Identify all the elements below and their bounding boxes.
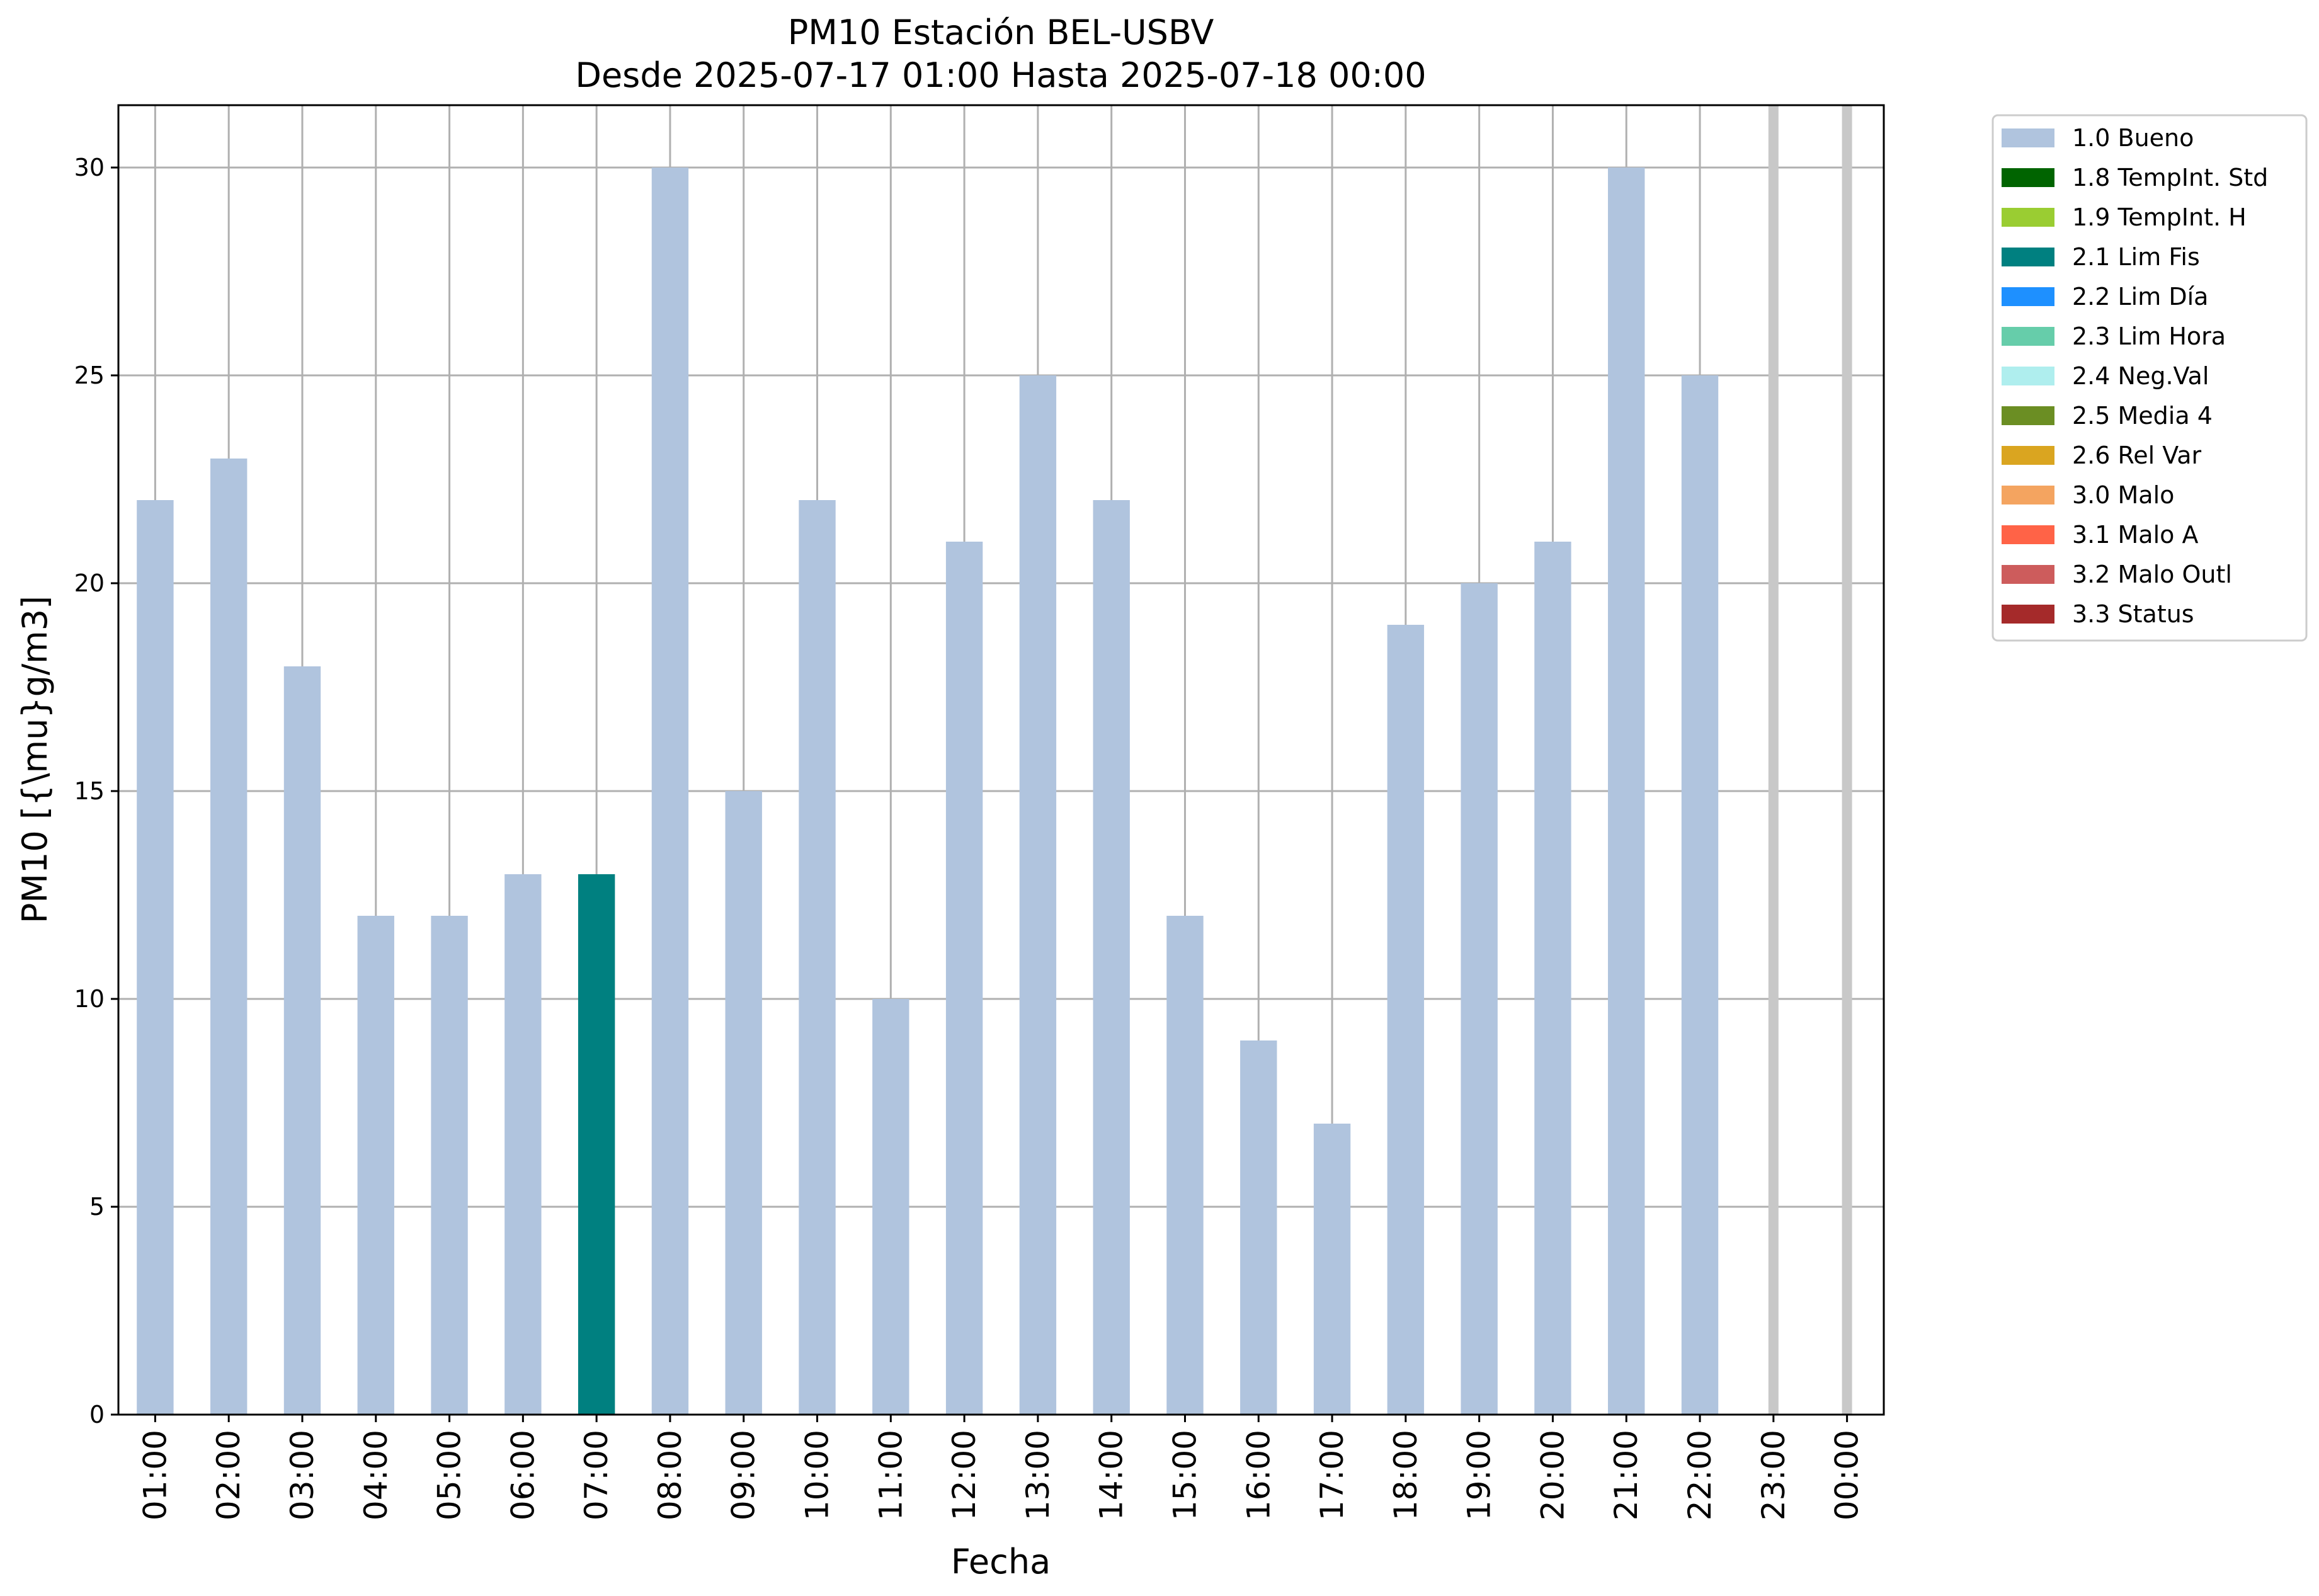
legend-label: 2.3 Lim Hora — [2072, 322, 2226, 350]
bar — [1313, 1124, 1351, 1415]
x-tick-label: 23:00 — [1755, 1430, 1792, 1520]
chart-subtitle: Desde 2025-07-17 01:00 Hasta 2025-07-18 … — [575, 55, 1426, 95]
legend-swatch — [2002, 168, 2054, 187]
x-tick-label: 07:00 — [578, 1430, 615, 1520]
chart-title: PM10 Estación BEL-USBV — [788, 13, 1214, 52]
x-tick-label: 01:00 — [137, 1430, 173, 1520]
legend-label: 3.0 Malo — [2072, 481, 2174, 509]
bar — [504, 874, 542, 1415]
legend-box — [1991, 114, 2308, 642]
bar — [799, 500, 836, 1415]
legend: 1.0 Bueno 1.8 TempInt. Std 1.9 TempInt. H 2… — [1991, 114, 2308, 642]
missing-data-marker — [1768, 105, 1779, 1415]
x-axis-label: Fecha — [951, 1542, 1051, 1582]
bar — [431, 916, 468, 1415]
bar — [357, 916, 394, 1415]
legend-label: 3.2 Malo Outl — [2072, 561, 2232, 588]
x-tick-label: 18:00 — [1387, 1430, 1424, 1520]
legend-label: 3.1 Malo A — [2072, 521, 2198, 549]
x-tick-label: 09:00 — [726, 1430, 762, 1520]
bar — [137, 500, 174, 1415]
legend-label: 2.2 Lim Día — [2072, 283, 2208, 311]
legend-swatch — [2002, 486, 2054, 504]
bar — [1681, 375, 1719, 1415]
bar — [1387, 625, 1425, 1415]
legend-swatch — [2002, 327, 2054, 346]
legend-swatch — [2002, 446, 2054, 465]
y-tick-label: 10 — [74, 985, 105, 1013]
legend-items: 1.0 Bueno 1.8 TempInt. Std 1.9 TempInt. H 2… — [2002, 124, 2268, 628]
y-tick-label: 25 — [74, 362, 105, 389]
x-tick-label: 06:00 — [504, 1430, 541, 1520]
x-tick-label: 05:00 — [431, 1430, 468, 1520]
bar — [872, 999, 909, 1415]
legend-label: 1.0 Bueno — [2072, 124, 2194, 152]
x-tick-label: 21:00 — [1608, 1430, 1644, 1520]
x-tick-label: 02:00 — [210, 1430, 247, 1520]
y-tick-label: 5 — [89, 1193, 105, 1221]
bar — [1019, 375, 1057, 1415]
x-tick-label: 19:00 — [1461, 1430, 1498, 1520]
bar — [283, 666, 321, 1415]
bar — [1461, 583, 1498, 1415]
x-axis-ticks: 01:00 02:00 03:00 04:00 05:00 06:00 07:00 08:00… — [137, 1415, 1866, 1520]
legend-label: 1.9 TempInt. H — [2072, 203, 2247, 231]
bar — [945, 542, 983, 1415]
y-tick-label: 20 — [74, 569, 105, 597]
y-tick-label: 30 — [74, 154, 105, 181]
legend-label: 2.4 Neg.Val — [2072, 362, 2209, 390]
bar — [1240, 1040, 1277, 1415]
legend-swatch — [2002, 525, 2054, 544]
legend-swatch — [2002, 605, 2054, 624]
bar — [210, 459, 248, 1415]
x-tick-label: 14:00 — [1093, 1430, 1130, 1520]
legend-swatch — [2002, 367, 2054, 385]
bar — [725, 791, 762, 1415]
missing-data-marker — [1842, 105, 1852, 1415]
legend-swatch — [2002, 248, 2054, 266]
x-tick-label: 08:00 — [652, 1430, 688, 1520]
x-tick-label: 10:00 — [799, 1430, 836, 1520]
x-tick-label: 22:00 — [1682, 1430, 1718, 1520]
y-axis-label: PM10 [{\mu}g/m3] — [15, 596, 55, 923]
plot-frame — [117, 104, 1885, 1416]
legend-swatch — [2002, 287, 2054, 306]
x-tick-label: 03:00 — [284, 1430, 321, 1520]
bars — [137, 105, 1852, 1415]
y-tick-label: 0 — [89, 1401, 105, 1428]
bar — [578, 874, 615, 1415]
legend-label: 2.5 Media 4 — [2072, 402, 2213, 430]
legend-label: 3.3 Status — [2072, 600, 2194, 628]
x-tick-label: 11:00 — [872, 1430, 909, 1520]
x-tick-label: 15:00 — [1166, 1430, 1203, 1520]
bar — [1608, 168, 1645, 1415]
bar — [1093, 500, 1130, 1415]
x-tick-label: 00:00 — [1829, 1430, 1866, 1520]
legend-label: 1.8 TempInt. Std — [2072, 164, 2268, 191]
x-tick-label: 12:00 — [946, 1430, 983, 1520]
legend-swatch — [2002, 208, 2054, 227]
x-tick-label: 13:00 — [1020, 1430, 1056, 1520]
legend-swatch — [2002, 565, 2054, 584]
legend-label: 2.6 Rel Var — [2072, 442, 2202, 469]
legend-swatch — [2002, 406, 2054, 425]
legend-label: 2.1 Lim Fis — [2072, 243, 2200, 271]
y-axis-ticks: 0 5 10 15 20 25 30 — [74, 154, 118, 1428]
bar — [1166, 916, 1204, 1415]
bar — [1534, 542, 1571, 1415]
x-tick-label: 20:00 — [1534, 1430, 1571, 1520]
x-tick-label: 16:00 — [1240, 1430, 1277, 1520]
bar — [651, 168, 689, 1415]
legend-swatch — [2002, 128, 2054, 147]
x-tick-label: 04:00 — [358, 1430, 394, 1520]
x-tick-label: 17:00 — [1314, 1430, 1350, 1520]
y-tick-label: 15 — [74, 777, 105, 805]
